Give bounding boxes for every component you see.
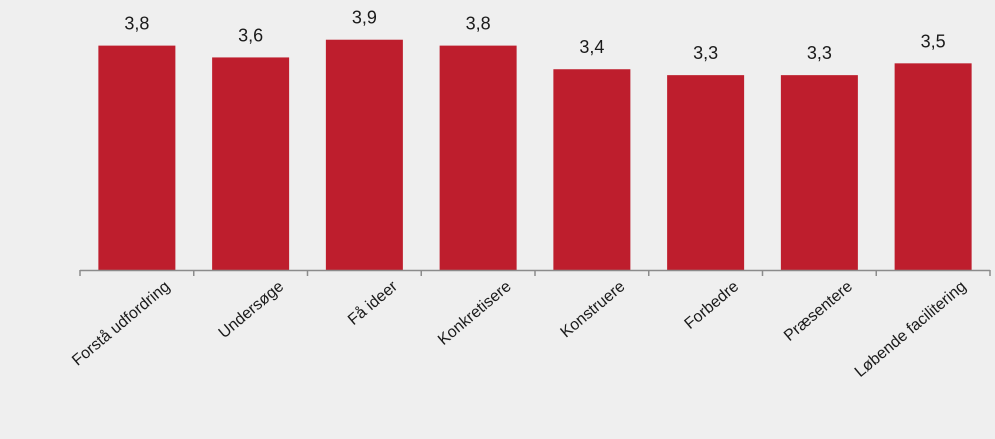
bar-value-label: 3,4 — [579, 37, 604, 57]
value-labels-group: 3,8 3,6 3,9 3,8 3,4 3,3 3,3 3,5 — [124, 8, 945, 63]
bar — [553, 69, 631, 270]
bar-value-label: 3,5 — [921, 31, 946, 51]
bar-value-label: 3,6 — [238, 25, 263, 45]
bar — [780, 75, 858, 271]
bar-value-label: 3,9 — [352, 8, 377, 28]
bar-value-label: 3,3 — [693, 43, 718, 63]
bar — [325, 39, 403, 270]
bars-group — [98, 39, 972, 271]
bar — [212, 57, 290, 270]
bar-value-label: 3,8 — [124, 14, 149, 34]
bar-value-label: 3,8 — [466, 14, 491, 34]
bar — [894, 63, 972, 271]
bar — [439, 45, 517, 270]
x-axis — [79, 269, 991, 276]
bar-value-label: 3,3 — [807, 43, 832, 63]
bar — [98, 45, 176, 270]
bar — [667, 75, 745, 271]
